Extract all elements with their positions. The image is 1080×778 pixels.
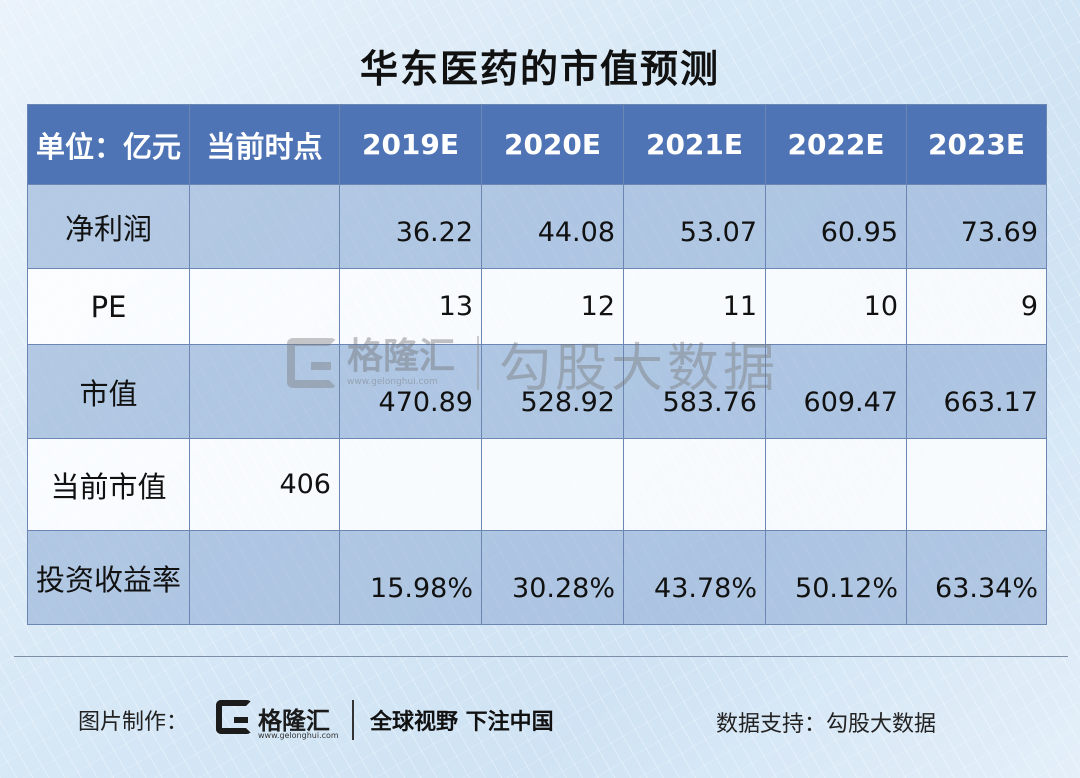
header-2021e: 2021E	[623, 104, 766, 185]
table-cell: 53.07	[623, 184, 766, 269]
watermark-brand-block: 格隆汇 www.gelonghui.com	[337, 336, 456, 388]
header-2019e: 2019E	[339, 104, 482, 185]
table-cell: 663.17	[906, 344, 1047, 439]
header-unit: 单位：亿元	[27, 104, 190, 185]
row-label: 净利润	[27, 184, 190, 269]
footer-separator	[352, 700, 354, 740]
footer-credit: 图片制作：	[78, 710, 189, 735]
table-row-return-rate: 投资收益率 15.98% 30.28% 43.78% 50.12% 63.34%	[27, 530, 1047, 625]
header-2023e: 2023E	[906, 104, 1047, 185]
table-cell: 583.76	[623, 344, 766, 439]
table-cell	[189, 184, 340, 269]
gelonghui-logo-icon	[287, 338, 337, 388]
table-cell	[765, 438, 907, 531]
row-label: 市值	[27, 344, 190, 439]
table-cell: 15.98%	[339, 530, 482, 625]
table-cell: 44.08	[481, 184, 624, 269]
table-cell	[906, 438, 1047, 531]
footer-url: www.gelonghui.com	[258, 731, 339, 740]
table-row-net-profit: 净利润 36.22 44.08 53.07 60.95 73.69	[27, 184, 1047, 269]
watermark-url: www.gelonghui.com	[347, 377, 438, 387]
table-cell	[189, 530, 340, 625]
footer-slogan: 全球视野 下注中国	[370, 710, 554, 735]
table-cell	[339, 438, 482, 531]
table-row-market-cap: 市值 470.89 528.92 583.76 609.47 663.17	[27, 344, 1047, 439]
forecast-table: 单位：亿元 当前时点 2019E 2020E 2021E 2022E 2023E…	[27, 104, 1047, 625]
watermark: 格隆汇 www.gelonghui.com 勾股大数据	[287, 327, 779, 399]
table-row-current-market-cap: 当前市值 406	[27, 438, 1047, 531]
table-cell: 43.78%	[623, 530, 766, 625]
table-cell	[623, 438, 766, 531]
footer-brand: 格隆汇	[258, 707, 330, 735]
table-cell: 30.28%	[481, 530, 624, 625]
table-cell: 13	[339, 268, 482, 345]
watermark-text: 勾股大数据	[499, 338, 780, 399]
table-cell: 9	[906, 268, 1047, 345]
table-cell: 10	[765, 268, 907, 345]
footer-divider	[14, 656, 1068, 657]
row-label: PE	[27, 268, 190, 345]
table-header-row: 单位：亿元 当前时点 2019E 2020E 2021E 2022E 2023E	[27, 104, 1047, 185]
gelonghui-logo-icon	[216, 700, 252, 734]
footer: 图片制作： 格隆汇 www.gelonghui.com 全球视野 下注中国 数据…	[0, 690, 1080, 750]
table-cell: 36.22	[339, 184, 482, 269]
table-cell: 11	[623, 268, 766, 345]
table-cell: 406	[189, 438, 340, 531]
watermark-divider	[477, 336, 480, 390]
table-cell	[189, 344, 340, 439]
table-cell: 50.12%	[765, 530, 907, 625]
header-2022e: 2022E	[765, 104, 907, 185]
row-label: 投资收益率	[27, 530, 190, 625]
table-cell	[189, 268, 340, 345]
table-cell: 60.95	[765, 184, 907, 269]
table-cell: 12	[481, 268, 624, 345]
watermark-brand: 格隆汇	[347, 336, 456, 377]
table-cell	[481, 438, 624, 531]
table-cell: 528.92	[481, 344, 624, 439]
header-current: 当前时点	[189, 104, 340, 185]
header-2020e: 2020E	[481, 104, 624, 185]
row-label: 当前市值	[27, 438, 190, 531]
table-cell: 73.69	[906, 184, 1047, 269]
table-cell: 63.34%	[906, 530, 1047, 625]
footer-source: 数据支持：勾股大数据	[716, 712, 937, 737]
table-cell: 609.47	[765, 344, 907, 439]
page-title: 华东医药的市值预测	[359, 47, 720, 91]
